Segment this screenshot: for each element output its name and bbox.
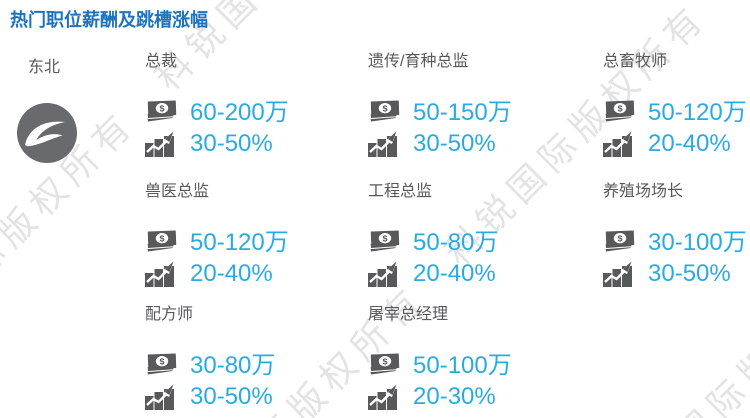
growth-chart-icon <box>368 261 400 287</box>
raise-row: 30-50% <box>603 260 747 288</box>
money-icon: $ <box>145 229 177 257</box>
svg-text:$: $ <box>617 233 622 243</box>
raise-value: 20-40% <box>648 130 731 157</box>
job-card: 养殖场场长 $ 30-100万 <box>603 183 747 306</box>
salary-value: 50-80万 <box>413 229 499 256</box>
money-icon: $ <box>145 352 177 380</box>
raise-value: 20-40% <box>190 260 273 287</box>
growth-chart-icon <box>603 261 635 287</box>
svg-text:$: $ <box>382 103 387 113</box>
job-title: 总畜牧师 <box>603 53 668 70</box>
raise-row: 20-30% <box>368 383 603 411</box>
svg-text:$: $ <box>159 233 164 243</box>
svg-text:$: $ <box>159 356 164 366</box>
salary-row: $ 50-80万 <box>368 229 603 257</box>
raise-value: 20-30% <box>413 383 496 410</box>
raise-row: 20-40% <box>368 260 603 288</box>
salary-value: 50-100万 <box>413 352 512 379</box>
svg-text:$: $ <box>382 233 387 243</box>
salary-row: $ 60-200万 <box>145 99 368 127</box>
raise-row: 30-50% <box>145 383 368 411</box>
job-card: 屠宰总经理 $ 50-100万 <box>368 306 603 414</box>
growth-chart-icon <box>145 131 177 157</box>
job-title: 总裁 <box>145 53 178 70</box>
svg-text:$: $ <box>382 356 387 366</box>
salary-row: $ 50-100万 <box>368 352 603 380</box>
job-card: 兽医总监 $ 50-120万 <box>145 183 368 306</box>
money-icon: $ <box>603 99 635 127</box>
raise-row: 30-50% <box>145 130 368 158</box>
raise-value: 30-50% <box>648 260 731 287</box>
raise-value: 30-50% <box>190 383 273 410</box>
region-label: 东北 <box>28 59 61 76</box>
company-logo-icon <box>17 103 77 163</box>
money-icon: $ <box>603 229 635 257</box>
job-title: 屠宰总经理 <box>368 306 449 323</box>
raise-value: 30-50% <box>413 130 496 157</box>
salary-value: 30-100万 <box>648 229 747 256</box>
money-icon: $ <box>368 229 400 257</box>
page-title: 热门职位薪酬及跳槽涨幅 <box>10 10 208 30</box>
salary-value: 50-120万 <box>190 229 289 256</box>
growth-chart-icon <box>368 131 400 157</box>
job-title: 配方师 <box>145 306 194 323</box>
salary-value: 50-150万 <box>413 99 512 126</box>
money-icon: $ <box>145 99 177 127</box>
job-title: 兽医总监 <box>145 183 210 200</box>
job-card: 总畜牧师 $ 50-120万 <box>603 53 747 183</box>
salary-value: 60-200万 <box>190 99 289 126</box>
job-title: 工程总监 <box>368 183 433 200</box>
salary-row: $ 50-120万 <box>145 229 368 257</box>
job-card: 遗传/育种总监 $ 50-150万 <box>368 53 603 183</box>
svg-text:$: $ <box>159 103 164 113</box>
svg-text:$: $ <box>617 103 622 113</box>
salary-row: $ 30-100万 <box>603 229 747 257</box>
job-card: 配方师 $ 30-80万 <box>145 306 368 414</box>
raise-row: 30-50% <box>368 130 603 158</box>
jobs-grid: 总裁 $ 60-200万 <box>145 53 747 414</box>
job-title: 遗传/育种总监 <box>368 53 469 70</box>
money-icon: $ <box>368 352 400 380</box>
raise-row: 20-40% <box>145 260 368 288</box>
salary-value: 50-120万 <box>648 99 747 126</box>
raise-row: 20-40% <box>603 130 747 158</box>
job-title: 养殖场场长 <box>603 183 684 200</box>
salary-row: $ 50-120万 <box>603 99 747 127</box>
growth-chart-icon <box>603 131 635 157</box>
money-icon: $ <box>368 99 400 127</box>
salary-value: 30-80万 <box>190 352 276 379</box>
raise-value: 20-40% <box>413 260 496 287</box>
job-card: 工程总监 $ 50-80万 <box>368 183 603 306</box>
raise-value: 30-50% <box>190 130 273 157</box>
growth-chart-icon <box>145 384 177 410</box>
salary-row: $ 30-80万 <box>145 352 368 380</box>
growth-chart-icon <box>368 384 400 410</box>
growth-chart-icon <box>145 261 177 287</box>
job-card: 总裁 $ 60-200万 <box>145 53 368 183</box>
salary-row: $ 50-150万 <box>368 99 603 127</box>
